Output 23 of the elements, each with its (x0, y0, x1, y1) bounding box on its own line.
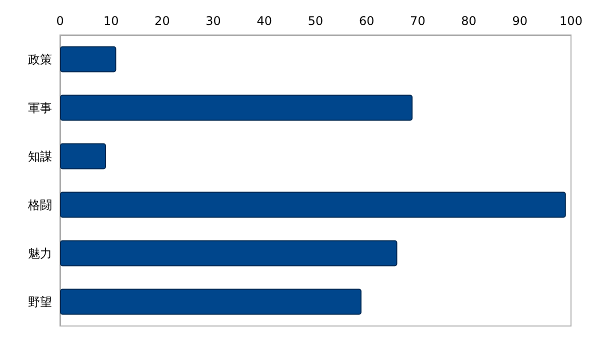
x-tick-label: 10 (103, 14, 119, 28)
y-tick-label: 軍事 (28, 100, 52, 115)
x-tick-label: 50 (308, 14, 324, 28)
x-tick-label: 0 (56, 14, 64, 28)
y-tick-label: 格闘 (27, 198, 52, 212)
y-tick-label: 魅力 (28, 246, 52, 260)
x-tick-label: 100 (560, 14, 582, 28)
bar (60, 46, 116, 72)
x-tick-label: 70 (410, 14, 426, 28)
bar (60, 240, 398, 266)
y-tick-label: 野望 (28, 294, 52, 309)
bar (60, 143, 106, 170)
x-tick-label: 80 (461, 14, 476, 28)
x-tick-label: 20 (154, 14, 170, 28)
x-tick-label: 60 (358, 14, 374, 28)
bar (60, 192, 566, 218)
x-tick-label: 40 (256, 14, 272, 28)
x-tick-label: 30 (206, 14, 221, 28)
x-tick-label: 90 (512, 14, 528, 28)
bar (60, 288, 362, 315)
y-tick-label: 政策 (28, 52, 52, 66)
y-tick-label: 知謀 (28, 149, 52, 164)
bar (60, 94, 413, 121)
